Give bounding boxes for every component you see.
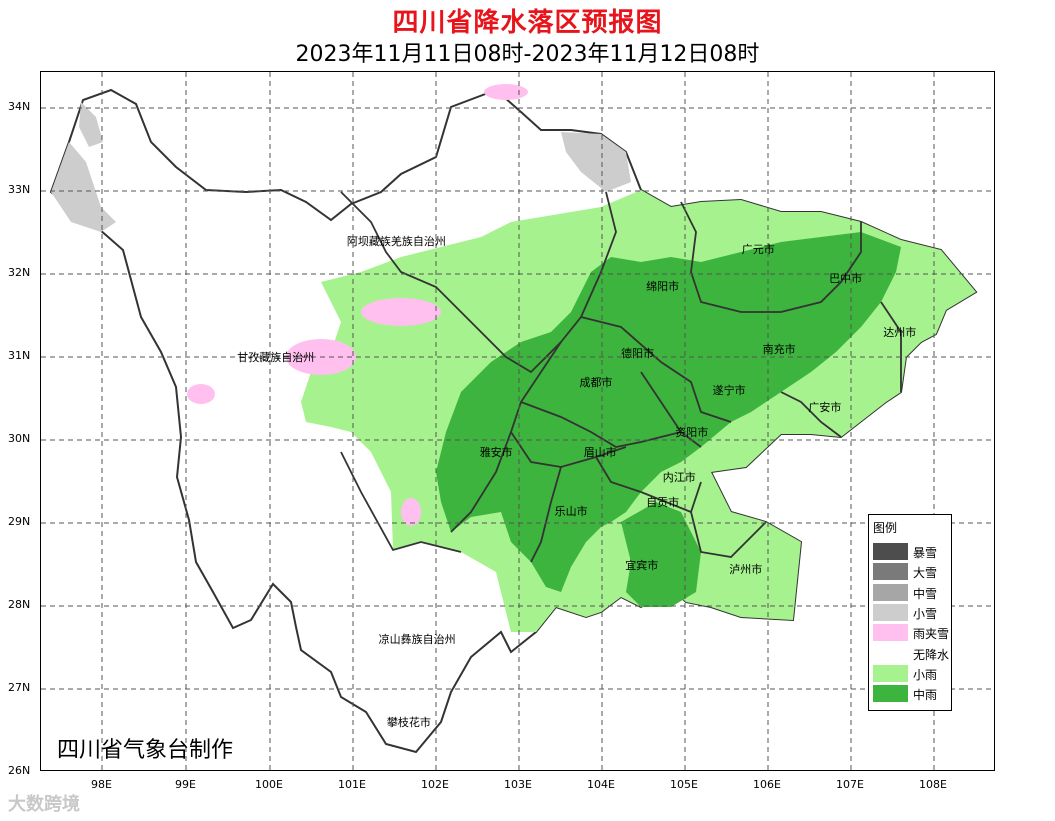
legend-swatch xyxy=(873,563,908,581)
city-label: 乐山市 xyxy=(554,504,588,518)
lon-label-101: 101E xyxy=(338,778,366,791)
moderate-rain-yibin xyxy=(621,502,701,607)
lat-label-33: 33N xyxy=(8,183,31,196)
legend-swatch xyxy=(873,664,908,682)
city-label: 甘孜藏族自治州 xyxy=(237,351,315,364)
sleet-patch-1 xyxy=(361,298,441,326)
legend-item: 暴雪 xyxy=(873,543,951,560)
legend-swatch xyxy=(873,583,908,601)
city-label: 自贡市 xyxy=(646,496,680,510)
city-label: 攀枝花市 xyxy=(386,716,431,730)
lon-label-105: 105E xyxy=(670,778,698,791)
city-label: 凉山彝族自治州 xyxy=(378,633,456,647)
legend-swatch xyxy=(873,644,908,662)
legend-item: 中雪 xyxy=(873,583,951,601)
light-snow-patch-top xyxy=(79,102,103,147)
lat-label-28: 28N xyxy=(8,598,31,611)
sleet-patch-5 xyxy=(401,498,421,526)
legend-label: 大雪 xyxy=(913,566,938,581)
legend: 图例 暴雪大雪中雪小雪雨夹雪无降水小雨中雨 xyxy=(868,514,952,711)
city-label: 遂宁市 xyxy=(712,384,746,398)
sleet-patch-4 xyxy=(187,384,215,404)
city-label: 阿坝藏族羌族自治州 xyxy=(346,234,446,248)
city-label: 眉山市 xyxy=(583,446,617,460)
lat-label-27: 27N xyxy=(8,681,31,694)
map-canvas xyxy=(41,72,994,770)
legend-item: 中雨 xyxy=(873,685,951,703)
legend-label: 中雪 xyxy=(913,586,938,601)
lat-label-31: 31N xyxy=(8,349,31,362)
watermark: 大数跨境 xyxy=(8,794,80,815)
city-label: 南充市 xyxy=(762,342,796,356)
legend-label: 小雪 xyxy=(913,606,938,621)
lon-label-104: 104E xyxy=(587,778,615,791)
city-label: 泸州市 xyxy=(729,562,763,576)
city-label: 广元市 xyxy=(741,243,775,257)
city-label: 内江市 xyxy=(662,471,696,485)
legend-label: 中雨 xyxy=(913,688,938,703)
light-snow-patch-n xyxy=(561,132,631,192)
legend-swatch xyxy=(873,624,908,642)
legend-swatch xyxy=(873,543,908,560)
light-snow-patch-nw xyxy=(51,142,116,232)
lon-label-102: 102E xyxy=(421,778,449,791)
city-label: 广安市 xyxy=(808,400,842,414)
legend-label: 无降水 xyxy=(913,647,950,662)
lon-label-103: 103E xyxy=(504,778,532,791)
legend-label: 雨夹雪 xyxy=(913,627,950,642)
lat-label-34: 34N xyxy=(8,100,31,113)
lat-label-26: 26N xyxy=(8,764,31,777)
lon-label-100: 100E xyxy=(255,778,283,791)
legend-label: 暴雪 xyxy=(913,546,938,560)
city-label: 雅安市 xyxy=(479,446,513,460)
lon-label-108: 108E xyxy=(919,778,947,791)
legend-label: 小雨 xyxy=(913,667,938,682)
city-label: 成都市 xyxy=(579,375,613,389)
lat-label-32: 32N xyxy=(8,266,31,279)
city-label: 绵阳市 xyxy=(646,280,680,294)
legend-swatch xyxy=(873,685,908,703)
lat-label-30: 30N xyxy=(8,432,31,445)
legend-item: 无降水 xyxy=(873,644,951,662)
lat-label-29: 29N xyxy=(8,515,31,528)
city-label: 巴中市 xyxy=(829,272,863,286)
city-label: 资阳市 xyxy=(675,425,709,439)
map-title: 四川省降水落区预报图 xyxy=(392,8,663,38)
lon-label-106: 106E xyxy=(753,778,781,791)
legend-title: 图例 xyxy=(873,521,898,535)
legend-item: 小雪 xyxy=(873,603,951,621)
legend-item: 小雨 xyxy=(873,664,951,682)
credit-text: 四川省气象台制作 xyxy=(57,738,234,763)
lon-label-99: 99E xyxy=(175,778,196,791)
legend-item: 大雪 xyxy=(873,563,951,581)
lon-label-107: 107E xyxy=(836,778,864,791)
map-subtitle: 2023年11月11日08时-2023年11月12日08时 xyxy=(295,42,760,67)
city-label: 达州市 xyxy=(883,326,917,340)
graticule xyxy=(41,72,994,770)
map-area xyxy=(40,71,995,771)
lon-label-98: 98E xyxy=(91,778,112,791)
sleet-patch-3 xyxy=(484,84,528,100)
legend-item: 雨夹雪 xyxy=(873,624,951,642)
city-label: 德阳市 xyxy=(621,346,655,360)
city-label: 宜宾市 xyxy=(625,558,659,572)
legend-swatch xyxy=(873,603,908,621)
